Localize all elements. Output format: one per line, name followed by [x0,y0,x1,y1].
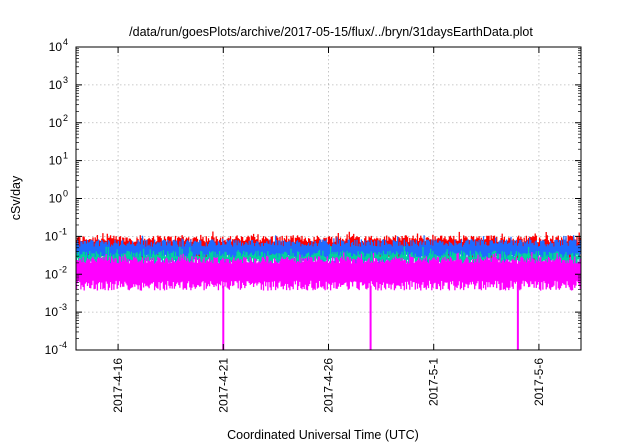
x-tick-label: 2017-4-16 [111,358,125,413]
x-tick-label: 2017-5-6 [532,358,546,406]
y-tick-label: 10 [49,192,63,206]
y-tick-label: 10 [45,305,59,319]
y-tick-exponent: 1 [63,151,68,161]
plot-area [75,231,581,350]
x-axis-label: Coordinated Universal Time (UTC) [227,428,419,442]
y-tick-label: 10 [45,267,59,281]
y-tick-exponent: -4 [59,340,67,350]
y-tick-label: 10 [49,40,63,54]
y-tick-exponent: 2 [63,113,68,123]
y-tick-exponent: 4 [63,37,68,47]
chart-title: /data/run/goesPlots/archive/2017-05-15/f… [129,25,533,39]
x-tick-label: 2017-5-1 [427,358,441,406]
x-tick-label: 2017-4-21 [216,358,230,413]
y-tick-label: 10 [49,78,63,92]
y-tick-exponent: -1 [59,226,67,236]
y-tick-exponent: 0 [63,189,68,199]
y-tick-label: 10 [49,154,63,168]
y-tick-exponent: 3 [63,75,68,85]
y-tick-label: 10 [45,229,59,243]
y-tick-exponent: -2 [59,264,67,274]
x-tick-label: 2017-4-26 [322,358,336,413]
series-band [75,252,581,350]
y-tick-label: 10 [49,116,63,130]
y-axis-label: cSv/day [9,175,23,220]
y-tick-label: 10 [45,343,59,357]
y-tick-exponent: -3 [59,302,67,312]
grid [76,47,581,350]
